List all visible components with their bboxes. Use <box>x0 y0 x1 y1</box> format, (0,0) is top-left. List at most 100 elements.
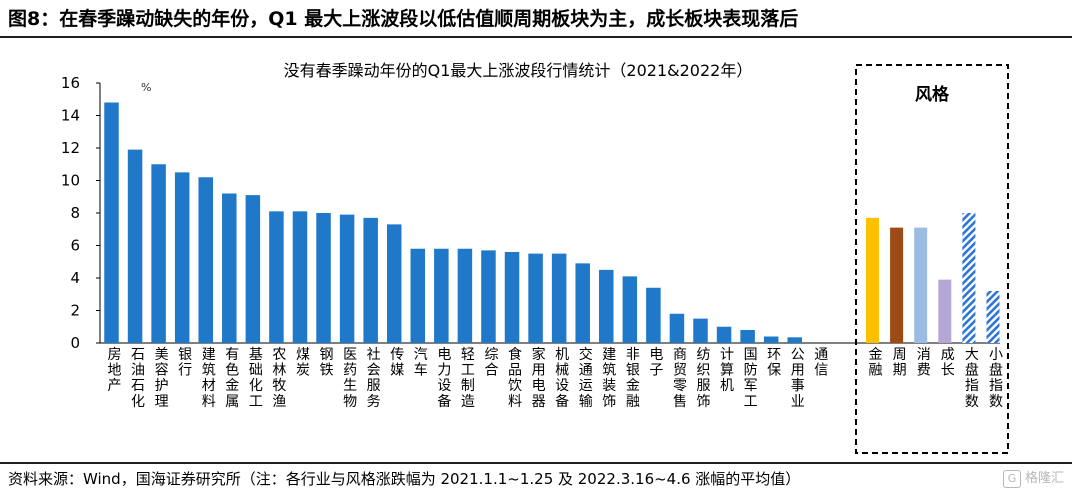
x-tick-label: 小盘指数 <box>989 347 1003 410</box>
svg-text:电子: 电子 <box>649 347 663 379</box>
svg-text:建筑装饰: 建筑装饰 <box>602 347 616 410</box>
x-tick-label: 家用电器 <box>532 346 546 410</box>
x-tick-label: 社会服务 <box>367 347 381 410</box>
x-tick-label: 美容护理 <box>155 347 169 410</box>
bar <box>127 149 143 343</box>
x-tick-label: 环保 <box>767 347 781 379</box>
svg-text:房地产: 房地产 <box>108 347 122 394</box>
bar <box>763 336 779 343</box>
bar <box>269 211 284 343</box>
y-tick-label: 14 <box>61 107 80 125</box>
x-tick-label: 轻工制造 <box>461 347 475 410</box>
y-tick-label: 12 <box>61 139 80 157</box>
bottom-divider <box>0 462 1072 464</box>
svg-text:传媒: 传媒 <box>390 347 404 379</box>
x-tick-label: 公用事业 <box>791 347 805 410</box>
x-tick-label: 消费 <box>917 347 931 379</box>
x-tick-label: 金融 <box>869 347 883 379</box>
x-tick-label: 综合 <box>484 347 498 379</box>
x-tick-label: 电子 <box>649 347 663 379</box>
svg-text:小盘指数: 小盘指数 <box>989 347 1003 410</box>
watermark-text: 格隆汇 <box>1024 471 1064 486</box>
top-divider <box>0 36 1072 38</box>
bar <box>151 164 166 343</box>
chart-title: 没有春季躁动年份的Q1最大上涨波段行情统计（2021&2022年） <box>284 61 753 80</box>
figure-title: 图8：在春季躁动缺失的年份，Q1 最大上涨波段以低估值顺周期板块为主，成长板块表… <box>8 8 799 30</box>
source-note: 资料来源：Wind，国海证券研究所（注：各行业与风格涨跌幅为 2021.1.1~… <box>8 470 801 488</box>
svg-text:金融: 金融 <box>869 347 883 379</box>
y-tick-label: 0 <box>70 334 80 352</box>
bar <box>174 172 190 343</box>
svg-text:轻工制造: 轻工制造 <box>461 347 475 410</box>
x-tick-label: 食品饮料 <box>508 346 522 410</box>
y-tick-label: 4 <box>70 269 80 287</box>
bar <box>104 102 119 343</box>
x-tick-label: 国防军工 <box>744 347 758 410</box>
svg-text:交通运输: 交通运输 <box>579 346 593 410</box>
x-tick-label: 建筑装饰 <box>602 347 616 410</box>
y-tick-label: 6 <box>70 237 80 255</box>
bar <box>434 248 449 343</box>
bar <box>339 214 355 343</box>
bar <box>693 318 708 343</box>
x-tick-label: 煤炭 <box>296 347 310 379</box>
svg-text:家用电器: 家用电器 <box>532 346 546 410</box>
svg-text:国防军工: 国防军工 <box>744 347 758 410</box>
x-tick-label: 周期 <box>893 347 907 379</box>
x-tick-label: 石油石化 <box>131 347 145 410</box>
svg-text:环保: 环保 <box>767 347 781 379</box>
svg-text:钢铁: 钢铁 <box>320 347 334 379</box>
bar <box>457 248 473 343</box>
x-tick-label: 汽车 <box>414 347 428 379</box>
svg-text:社会服务: 社会服务 <box>367 347 381 410</box>
svg-text:银行: 银行 <box>178 347 192 379</box>
x-tick-label: 通信 <box>814 347 828 379</box>
x-tick-label: 农林牧渔 <box>272 347 286 410</box>
svg-text:非银金融: 非银金融 <box>626 347 640 410</box>
bar <box>245 195 261 343</box>
svg-text:大盘指数: 大盘指数 <box>965 347 979 410</box>
x-tick-label: 成长 <box>941 347 955 379</box>
bar <box>669 313 685 343</box>
x-tick-label: 基础化工 <box>249 346 263 410</box>
bar <box>716 326 732 343</box>
y-tick-label: 8 <box>70 204 80 222</box>
x-tick-label: 商贸零售 <box>673 347 687 410</box>
x-tick-label: 大盘指数 <box>965 347 979 410</box>
svg-text:纺织服饰: 纺织服饰 <box>697 347 711 410</box>
watermark-logo: G 格隆汇 <box>1002 468 1064 490</box>
x-tick-label: 机械设备 <box>555 347 569 410</box>
svg-text:机械设备: 机械设备 <box>555 347 569 410</box>
bar <box>481 250 496 343</box>
x-tick-label: 纺织服饰 <box>697 347 711 410</box>
x-tick-label: 有色金属 <box>225 347 239 410</box>
style-bar <box>890 227 904 343</box>
svg-text:计算机: 计算机 <box>720 347 734 394</box>
style-group-label: 风格 <box>915 84 950 105</box>
bar <box>528 253 543 343</box>
bar <box>740 330 755 343</box>
svg-text:公用事业: 公用事业 <box>791 347 805 410</box>
x-tick-label: 房地产 <box>108 347 122 394</box>
svg-text:通信: 通信 <box>814 347 828 379</box>
bar <box>316 213 331 343</box>
bar <box>292 211 308 343</box>
x-tick-label: 银行 <box>178 347 192 379</box>
svg-text:周期: 周期 <box>893 347 907 379</box>
svg-text:建筑材料: 建筑材料 <box>202 347 216 410</box>
y-tick-label: 2 <box>70 302 80 320</box>
svg-text:成长: 成长 <box>941 347 955 379</box>
bar <box>198 177 213 343</box>
bar <box>599 269 614 343</box>
svg-text:食品饮料: 食品饮料 <box>508 346 522 410</box>
x-tick-label: 建筑材料 <box>202 347 216 410</box>
y-axis-unit: % <box>141 81 151 94</box>
watermark-icon: G <box>1002 469 1021 488</box>
y-tick-label: 16 <box>61 74 80 92</box>
bar <box>363 217 378 343</box>
style-group-box <box>855 64 1009 454</box>
bar <box>575 263 590 343</box>
svg-text:汽车: 汽车 <box>414 347 428 379</box>
svg-text:电力设备: 电力设备 <box>437 347 451 410</box>
style-bar <box>914 227 928 343</box>
